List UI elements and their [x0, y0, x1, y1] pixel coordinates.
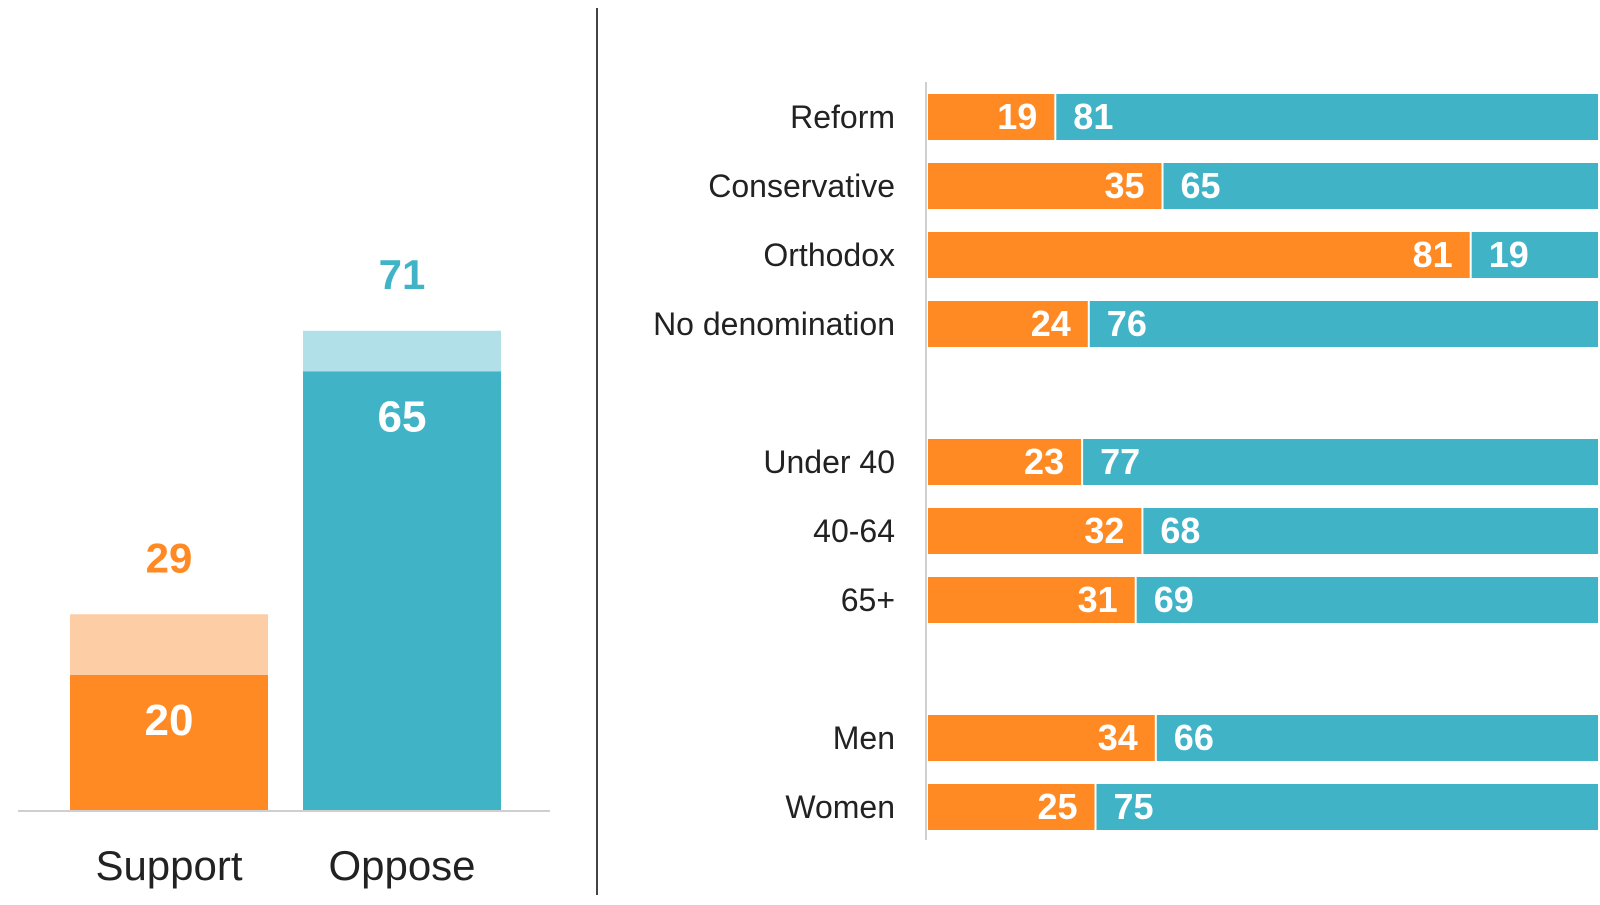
40-64-oppose-bar — [1142, 508, 1598, 554]
support-total-value-label: 29 — [146, 534, 193, 581]
reform-oppose-value-label: 81 — [1073, 96, 1113, 137]
men-support-bar — [928, 715, 1156, 761]
conservative-oppose-value-label: 65 — [1181, 165, 1221, 206]
orthodox-oppose-bar — [1470, 232, 1598, 278]
oppose-bar-main — [303, 371, 501, 810]
orthodox-support-bar — [928, 232, 1471, 278]
men-support-value-label: 34 — [1098, 717, 1138, 758]
40-64-support-bar — [928, 508, 1143, 554]
orthodox-support-value-label: 81 — [1413, 234, 1453, 275]
65--support-bar — [928, 577, 1136, 623]
under-40-oppose-bar — [1082, 439, 1598, 485]
conservative-row-label: Conservative — [708, 168, 895, 204]
under-40-support-value-label: 23 — [1024, 441, 1064, 482]
no-denomination-oppose-value-label: 76 — [1107, 303, 1147, 344]
oppose-total-value-label: 71 — [379, 251, 426, 298]
no-denomination-support-value-label: 24 — [1031, 303, 1071, 344]
40-64-support-value-label: 32 — [1084, 510, 1124, 551]
orthodox-oppose-value-label: 19 — [1489, 234, 1529, 275]
support-bar-main — [70, 675, 268, 810]
women-support-bar — [928, 784, 1096, 830]
under-40-row-label: Under 40 — [763, 444, 895, 480]
men-row-label: Men — [833, 720, 895, 756]
oppose-category-label: Oppose — [328, 842, 475, 889]
reform-support-value-label: 19 — [997, 96, 1037, 137]
no-denomination-oppose-bar — [1088, 301, 1598, 347]
men-oppose-value-label: 66 — [1174, 717, 1214, 758]
oppose-inner-value-label: 65 — [378, 392, 427, 441]
under-40-support-bar — [928, 439, 1083, 485]
oppose-bar-extra — [303, 330, 501, 372]
women-oppose-bar — [1095, 784, 1598, 830]
conservative-support-value-label: 35 — [1104, 165, 1144, 206]
reform-oppose-bar — [1055, 94, 1598, 140]
40-64-oppose-value-label: 68 — [1160, 510, 1200, 551]
reform-support-bar — [928, 94, 1056, 140]
support-inner-value-label: 20 — [145, 696, 194, 745]
conservative-oppose-bar — [1162, 163, 1598, 209]
65--oppose-bar — [1135, 577, 1598, 623]
women-oppose-value-label: 75 — [1114, 786, 1154, 827]
support-category-label: Support — [95, 842, 242, 889]
65--oppose-value-label: 69 — [1154, 579, 1194, 620]
conservative-support-bar — [928, 163, 1163, 209]
support-bar-extra — [70, 614, 268, 675]
65--row-label: 65+ — [841, 582, 895, 618]
65--support-value-label: 31 — [1078, 579, 1118, 620]
reform-row-label: Reform — [790, 99, 895, 135]
no-denomination-row-label: No denomination — [653, 306, 895, 342]
no-denomination-support-bar — [928, 301, 1089, 347]
women-row-label: Women — [785, 789, 895, 825]
40-64-row-label: 40-64 — [813, 513, 895, 549]
orthodox-row-label: Orthodox — [763, 237, 895, 273]
women-support-value-label: 25 — [1037, 786, 1077, 827]
men-oppose-bar — [1155, 715, 1598, 761]
under-40-oppose-value-label: 77 — [1100, 441, 1140, 482]
